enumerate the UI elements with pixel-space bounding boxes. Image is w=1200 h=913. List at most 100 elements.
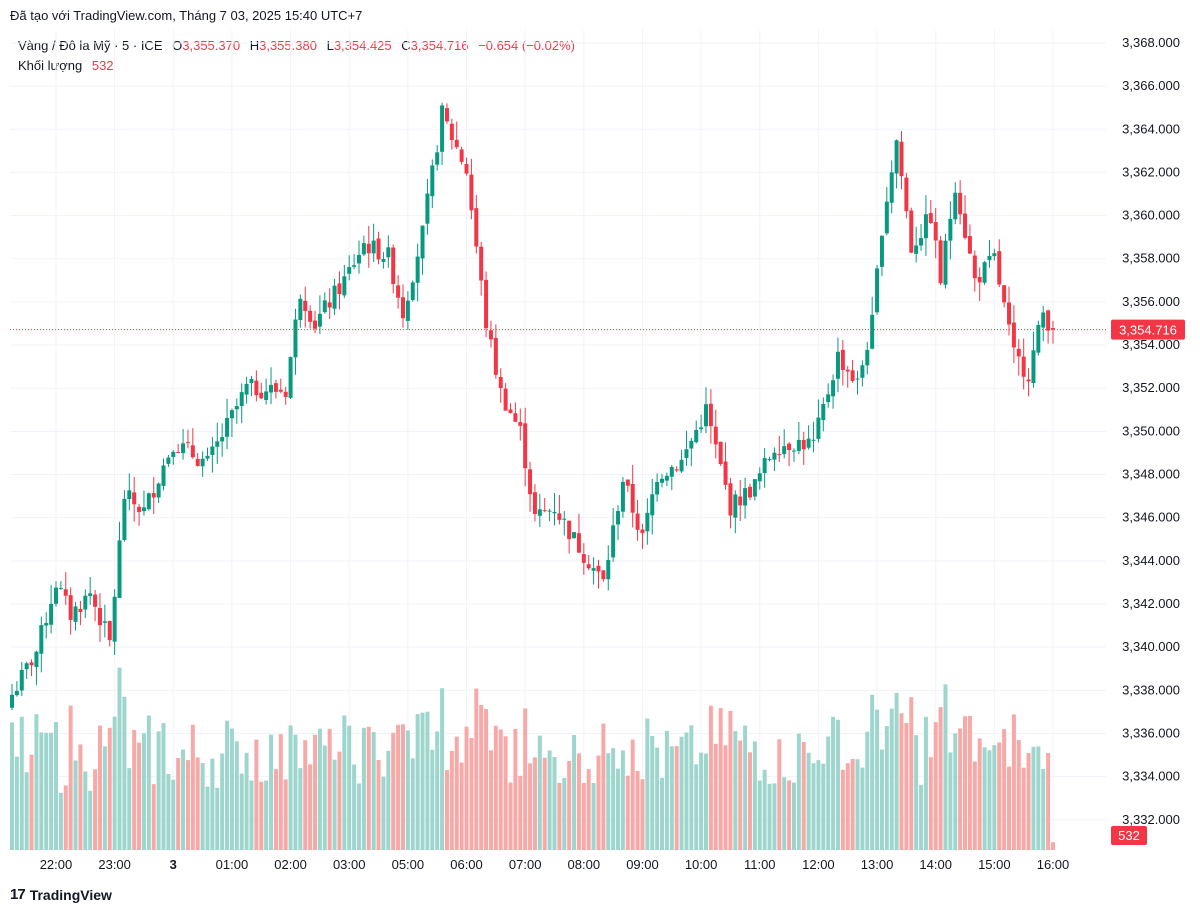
volume-bar	[132, 729, 137, 850]
candle-body	[914, 245, 919, 254]
candle-body	[308, 310, 313, 322]
candle-body	[176, 451, 181, 453]
candle-body	[708, 403, 713, 427]
volume-bar	[923, 716, 928, 850]
candle-body	[200, 458, 205, 467]
volume-bar	[1007, 766, 1012, 850]
candle-body	[332, 285, 337, 309]
candle-body	[699, 427, 704, 430]
candle-body	[689, 440, 694, 449]
chart-legend: Vàng / Đô la Mỹ · 5 · ICE O3,355.370 H3,…	[18, 36, 575, 76]
candle-body	[655, 482, 660, 495]
candle-body	[430, 165, 435, 197]
candle-body	[484, 279, 489, 329]
volume-bar	[430, 749, 435, 850]
candle-body	[948, 218, 953, 241]
y-tick-label: 3,358.000	[1122, 251, 1180, 266]
volume-bar	[166, 773, 171, 850]
candle-body	[997, 251, 1002, 285]
volume-bar	[1016, 739, 1021, 850]
volume-bar	[552, 756, 557, 850]
candle-body	[816, 417, 821, 439]
candle-body	[366, 243, 371, 254]
candle-body	[249, 378, 254, 384]
volume-bar	[674, 746, 679, 850]
candle-body	[718, 441, 723, 465]
candle-body	[694, 429, 699, 443]
x-tick-label: 10:00	[685, 857, 718, 872]
volume-label[interactable]: Khối lượng	[18, 58, 83, 73]
candle-body	[928, 213, 933, 224]
volume-bar	[997, 742, 1002, 850]
volume-bar	[332, 759, 337, 850]
candle-body	[992, 253, 997, 257]
volume-bar	[239, 773, 244, 850]
volume-bar	[308, 764, 313, 850]
volume-bar	[313, 734, 318, 850]
volume-bar	[1011, 714, 1016, 850]
volume-bar	[953, 733, 958, 850]
y-tick-label: 3,338.000	[1122, 682, 1180, 697]
volume-bar	[572, 734, 577, 850]
volume-bar	[713, 743, 718, 850]
volume-bar	[958, 728, 963, 850]
volume-bar	[1046, 753, 1051, 850]
candle-body	[444, 108, 449, 122]
volume-bar	[415, 714, 420, 850]
candle-body	[220, 437, 225, 442]
candle-body	[743, 488, 748, 506]
candle-body	[273, 383, 278, 392]
candle-body	[215, 441, 220, 447]
volume-bar	[567, 760, 572, 850]
candle-body	[132, 492, 137, 505]
volume-bar	[303, 740, 308, 850]
candle-body	[78, 608, 83, 612]
candle-body	[288, 357, 293, 398]
candle-body	[88, 593, 93, 597]
volume-bar	[469, 737, 474, 850]
candle-body	[190, 445, 195, 458]
candle-body	[347, 267, 352, 274]
open-label: O	[172, 38, 183, 53]
volume-bar	[127, 768, 132, 850]
candle-body	[303, 300, 308, 311]
volume-bar	[963, 716, 968, 850]
volume-bar	[601, 723, 606, 850]
volume-bar	[474, 688, 479, 850]
symbol-name[interactable]: Vàng / Đô la Mỹ · 5 · ICE	[18, 38, 163, 53]
candle-body	[596, 565, 601, 572]
candle-body	[713, 426, 718, 445]
volume-bar	[1021, 767, 1026, 850]
volume-bar	[215, 787, 220, 850]
candle-body	[645, 512, 650, 532]
volume-bar	[146, 715, 151, 850]
tradingview-logo[interactable]: 17 TradingView	[10, 886, 112, 903]
candle-body	[787, 443, 792, 451]
volume-bar	[440, 688, 445, 850]
candle-body	[977, 276, 982, 283]
candle-body	[674, 469, 679, 471]
candle-body	[29, 662, 34, 666]
candle-body	[953, 192, 958, 220]
candle-body	[738, 496, 743, 506]
volume-bar	[586, 769, 591, 850]
tradingview-logo-text: TradingView	[29, 886, 112, 903]
candle-body	[53, 587, 58, 604]
volume-bar	[943, 684, 948, 850]
candle-body	[669, 466, 674, 477]
x-tick-label: 14:00	[919, 857, 952, 872]
volume-bar	[865, 731, 870, 850]
volume-bar	[410, 758, 415, 850]
volume-bar	[141, 733, 146, 850]
volume-bar	[928, 757, 933, 850]
volume-bar	[484, 709, 489, 850]
candle-body	[210, 446, 215, 455]
volume-bar	[919, 784, 924, 850]
candle-body	[357, 254, 361, 264]
volume-bar	[831, 716, 836, 850]
volume-bar	[728, 710, 733, 850]
last-volume-tag	[1111, 826, 1147, 845]
volume-bar	[391, 732, 396, 850]
candle-body	[1011, 322, 1016, 348]
